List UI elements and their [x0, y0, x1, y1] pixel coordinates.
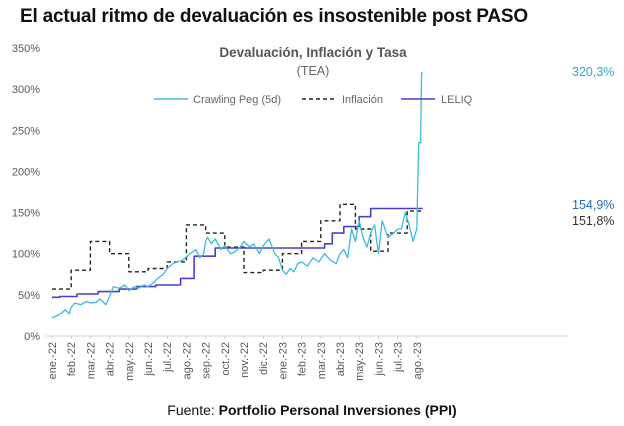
x-tick-label: dic.-22: [258, 342, 270, 375]
x-tick-label: mar.-23: [316, 342, 328, 379]
x-tick-label: nov.-22: [239, 342, 251, 378]
x-tick-label: abr.-23: [335, 342, 347, 376]
legend-crawling-label: Crawling Peg (5d): [193, 94, 281, 106]
crawling-peg-line: [51, 72, 423, 319]
x-tick-label: feb.-22: [66, 342, 78, 376]
legend: Crawling Peg (5d) Inflación LELIQ: [154, 94, 473, 106]
y-tick-label: 150%: [12, 208, 40, 220]
x-tick-label: ene.-23: [277, 342, 289, 379]
leliq-line: [52, 207, 423, 299]
legend-leliq-label: LELIQ: [441, 94, 473, 106]
annotations: 320,3% 154,9% 151,8%: [572, 65, 614, 228]
x-tick-label: jul.-22: [162, 342, 174, 373]
legend-inflacion-label: Inflación: [342, 94, 383, 106]
x-tick-label: may.-23: [354, 342, 366, 381]
x-tick-label: feb.-23: [297, 342, 309, 376]
x-tick-label: jun.-22: [143, 342, 155, 377]
y-axis: 0% 50% 100% 150% 200% 250% 300% 350%: [12, 43, 40, 343]
x-tick-label: oct.-22: [220, 342, 232, 376]
annotation-leliq: 154,9%: [572, 198, 614, 212]
x-tick-label: jun.-23: [373, 342, 385, 377]
source-name: Portfolio Personal Inversiones (PPI): [218, 402, 457, 418]
x-tick-label: ago.-23: [412, 342, 424, 379]
y-tick-label: 100%: [12, 249, 40, 261]
y-tick-label: 250%: [12, 125, 40, 137]
x-tick-label: ene.-22: [47, 342, 59, 379]
y-tick-label: 200%: [12, 166, 40, 178]
x-tick-label: sep.-22: [201, 342, 213, 379]
x-axis: ene.-22 feb.-22 mar.-22 abr.-22 may.-22 jun.-…: [46, 335, 569, 381]
x-tick-label: jul.-23: [393, 342, 405, 373]
chart-title: Devaluación, Inflación y Tasa: [219, 45, 407, 60]
headline: El actual ritmo de devaluación es insost…: [20, 6, 528, 27]
x-tick-label: ago.-22: [181, 342, 193, 379]
y-tick-label: 0%: [24, 331, 40, 343]
chart-subtitle: (TEA): [297, 64, 330, 78]
x-tick-label: abr.-22: [105, 342, 117, 376]
y-tick-label: 350%: [12, 43, 40, 55]
series-layer: [51, 72, 423, 319]
annotation-inflacion: 151,8%: [572, 214, 614, 228]
source-note: Fuente: Portfolio Personal Inversiones (…: [0, 402, 624, 418]
source-prefix: Fuente:: [167, 402, 219, 418]
x-tick-label: may.-22: [124, 342, 136, 381]
annotation-crawling-peg: 320,3%: [572, 65, 614, 79]
y-tick-label: 300%: [12, 84, 40, 96]
x-tick-label: mar.-22: [85, 342, 97, 379]
y-tick-label: 50%: [18, 290, 40, 302]
inflacion-line: [52, 203, 423, 290]
